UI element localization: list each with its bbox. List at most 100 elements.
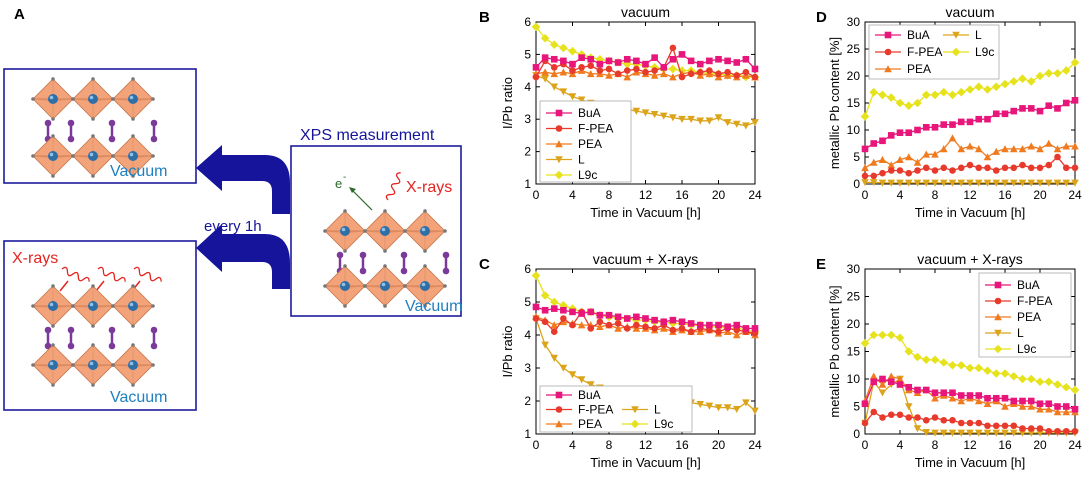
data-point-bua [1054, 105, 1061, 112]
data-point-bua [992, 394, 1000, 402]
legend-marker-l9c [993, 344, 1003, 354]
data-point-l9c [948, 90, 957, 100]
data-point-bua [949, 121, 956, 128]
data-point-pea [1071, 142, 1079, 150]
data-point-bua [751, 325, 759, 332]
data-point-l [913, 179, 922, 187]
data-point-l9c [549, 297, 559, 307]
data-point-f-pea [696, 68, 704, 76]
data-point-l [568, 93, 577, 101]
data-point-f-pea [578, 64, 585, 71]
data-point-bua [669, 55, 677, 63]
chart-title: vacuum [621, 4, 670, 20]
data-point-f-pea [931, 414, 939, 421]
y-tick-label: 1 [524, 177, 531, 191]
data-point-l9c [1053, 380, 1062, 389]
data-point-l [541, 75, 549, 83]
data-point-bua [724, 323, 731, 331]
data-point-l9c [1061, 66, 1071, 75]
data-point-bua [879, 137, 886, 145]
data-point-bua [550, 305, 558, 312]
schematic-xps-box: XPS measurement e - X-rays Vacuum [290, 127, 463, 317]
data-point-l9c [886, 330, 896, 340]
data-point-bua [931, 124, 939, 131]
data-point-f-pea [560, 315, 567, 322]
legend-marker-l9c [951, 47, 961, 57]
data-point-f-pea [642, 68, 649, 76]
data-point-bua [1054, 403, 1061, 410]
data-point-f-pea [687, 328, 695, 336]
data-point-l9c [531, 271, 541, 280]
data-point-bua [966, 392, 974, 399]
data-point-bua [623, 315, 631, 322]
x-tick-label: 8 [606, 188, 613, 202]
x-axis-label: Time in Vacuum [h] [590, 205, 701, 220]
data-point-f-pea [896, 167, 904, 174]
x-tick-label: 24 [748, 188, 762, 202]
series-f-pea [861, 153, 1079, 180]
data-point-bua [696, 60, 704, 68]
chart-title: vacuum [945, 4, 994, 20]
data-point-f-pea [1062, 427, 1070, 435]
photoelectron-arrow-icon [349, 187, 373, 211]
data-point-f-pea [742, 68, 750, 76]
data-point-l9c [913, 98, 922, 108]
y-tick-label: 30 [847, 15, 861, 29]
data-point-l9c [895, 98, 905, 108]
data-point-f-pea [992, 422, 1000, 430]
legend-marker-l [555, 156, 563, 164]
legend: BuA F-PEA PEA L L9c [868, 24, 1000, 80]
data-point-l [751, 407, 759, 415]
legend-label-l9c: L9c [975, 45, 994, 59]
data-point-l [931, 179, 939, 187]
data-point-bua [870, 378, 878, 386]
data-point-l [550, 83, 559, 91]
data-point-bua [569, 308, 576, 316]
data-point-l [1036, 179, 1044, 187]
data-point-f-pea [1062, 164, 1070, 172]
y-tick-label: 0 [853, 177, 860, 191]
data-point-bua [605, 311, 613, 319]
data-point-l [948, 179, 957, 187]
data-point-pea [974, 397, 983, 405]
xrays-label-bottom: X-rays [12, 250, 58, 267]
data-point-bua [1071, 97, 1079, 104]
data-point-f-pea [715, 70, 722, 78]
data-point-f-pea [966, 161, 974, 169]
data-point-f-pea [669, 44, 677, 52]
data-point-bua [733, 59, 741, 66]
data-point-f-pea [596, 318, 604, 326]
data-point-l [1018, 429, 1027, 437]
data-point-l9c [540, 291, 550, 300]
data-point-l [632, 107, 641, 115]
data-point-pea [650, 71, 659, 79]
x-tick-label: 16 [675, 438, 689, 452]
data-point-l [714, 114, 723, 122]
data-point-bua [605, 57, 613, 65]
data-point-bua [596, 60, 604, 68]
data-point-l [1036, 429, 1044, 437]
data-point-l [1027, 429, 1036, 437]
data-point-f-pea [984, 422, 991, 430]
data-point-l [541, 341, 549, 349]
x-tick-label: 4 [897, 438, 904, 452]
data-point-bua [633, 57, 640, 65]
data-point-f-pea [724, 68, 731, 76]
data-point-l9c [595, 54, 605, 64]
data-point-bua [532, 64, 540, 71]
data-point-f-pea [931, 167, 939, 174]
data-point-bua [623, 55, 631, 63]
data-point-l [869, 179, 878, 187]
y-tick-label: 1 [524, 427, 531, 441]
data-point-f-pea [1071, 164, 1079, 172]
legend-marker-f-pea [555, 125, 563, 132]
vacuum-label-bottom: Vacuum [110, 389, 168, 406]
data-point-f-pea [940, 164, 948, 172]
data-point-l9c [1026, 77, 1036, 86]
data-point-f-pea [992, 167, 1000, 174]
series-l9c [860, 330, 1080, 395]
data-point-l9c [930, 355, 940, 365]
data-point-bua [532, 303, 540, 311]
data-point-pea [669, 73, 677, 81]
data-point-f-pea [715, 328, 722, 336]
